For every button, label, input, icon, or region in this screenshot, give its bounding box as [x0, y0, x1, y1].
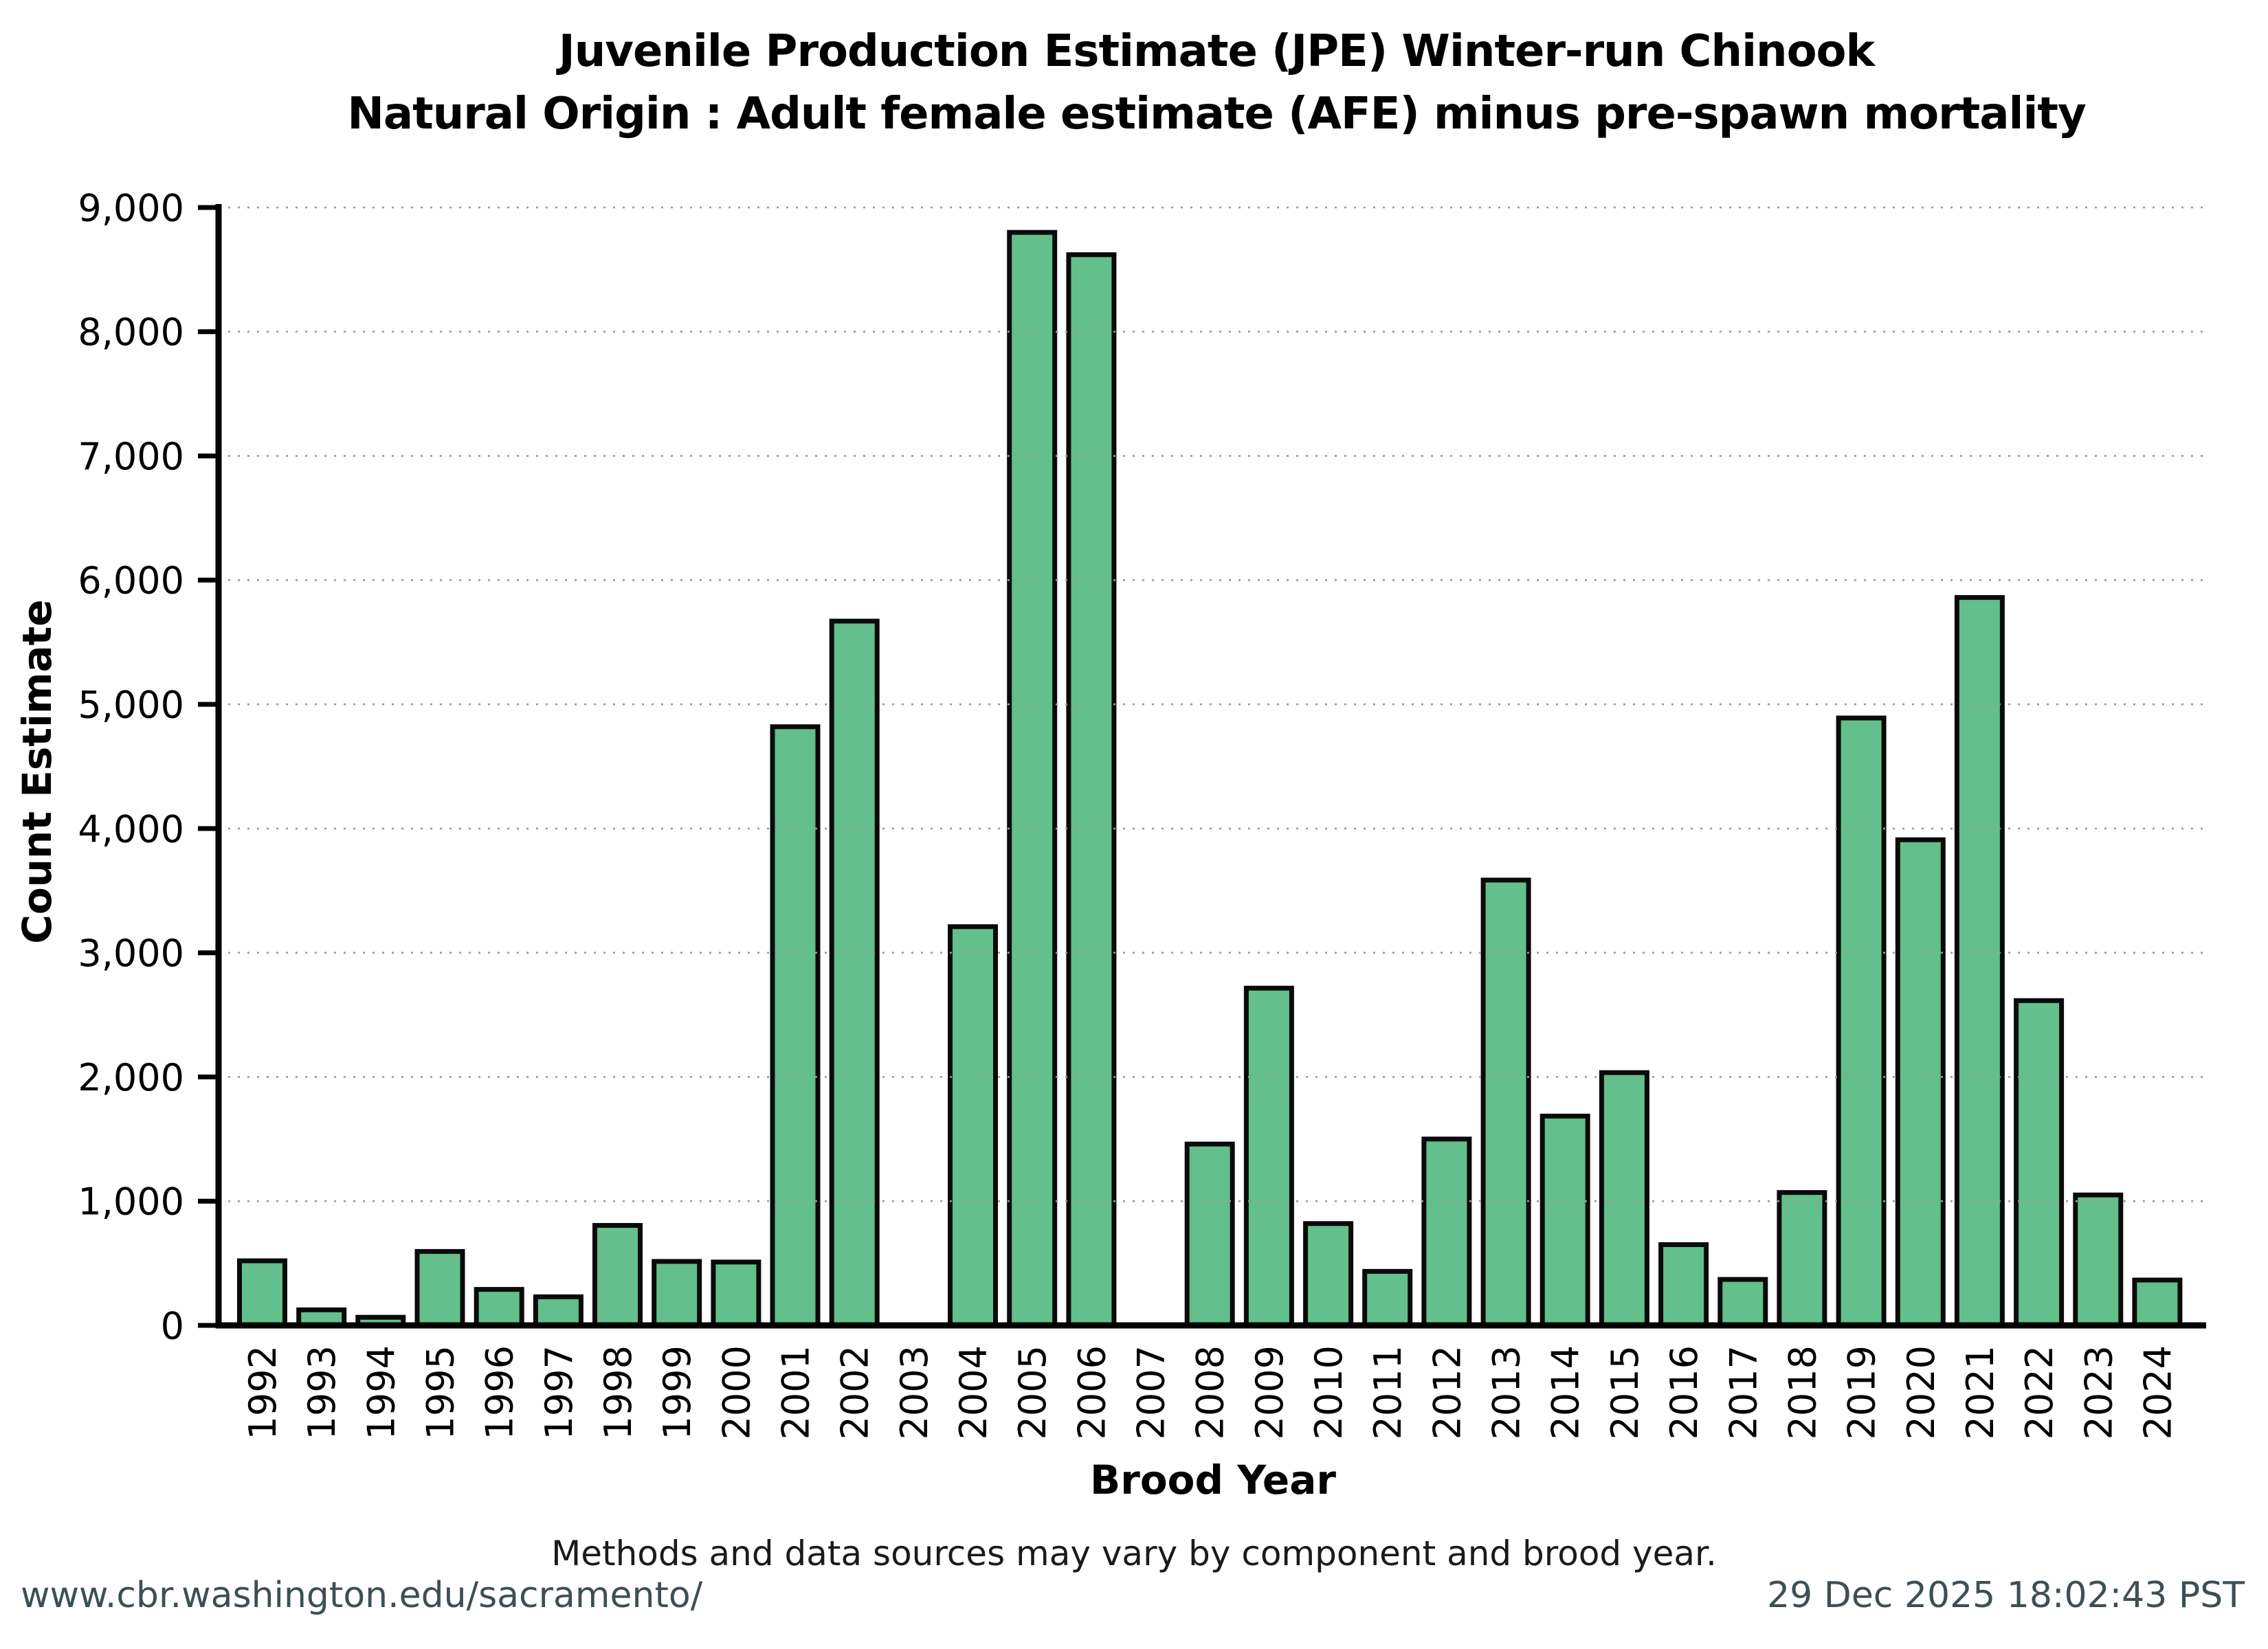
x-tick-label-1999: 1999: [656, 1345, 699, 1439]
bar-2018: [1777, 1190, 1827, 1328]
x-tick-label-2007: 2007: [1129, 1345, 1172, 1439]
x-tick-label-2019: 2019: [1841, 1345, 1884, 1439]
generated-timestamp: 29 Dec 2025 18:02:43 PST: [1767, 1575, 2245, 1616]
bar-2022: [2014, 998, 2065, 1328]
bar-2000: [711, 1259, 761, 1328]
y-tick-label-2000: 2,000: [78, 1056, 184, 1099]
x-tick-label-2013: 2013: [1485, 1345, 1528, 1439]
bar-2023: [2073, 1192, 2124, 1328]
bar-2011: [1362, 1268, 1413, 1328]
source-url: www.cbr.washington.edu/sacramento/: [21, 1575, 703, 1616]
bar-1998: [592, 1223, 643, 1328]
x-tick-label-2012: 2012: [1425, 1345, 1469, 1439]
chart-title-line1: Juvenile Production Estimate (JPE) Winte…: [558, 26, 1875, 77]
x-tick-label-2003: 2003: [893, 1345, 936, 1439]
bar-1999: [652, 1259, 702, 1328]
bar-2017: [1717, 1277, 1768, 1328]
bar-2019: [1836, 715, 1887, 1328]
x-tick-label-2018: 2018: [1781, 1345, 1824, 1439]
x-tick-label-1995: 1995: [419, 1345, 462, 1439]
x-tick-label-2008: 2008: [1189, 1345, 1232, 1439]
bar-1992: [237, 1258, 287, 1328]
bar-2014: [1539, 1113, 1590, 1328]
x-tick-label-1994: 1994: [359, 1345, 403, 1439]
chart-title-line2: Natural Origin : Adult female estimate (…: [347, 88, 2086, 139]
x-tick-label-2011: 2011: [1366, 1345, 1410, 1439]
x-tick-label-2017: 2017: [1722, 1345, 1765, 1439]
x-tick-label-2016: 2016: [1663, 1345, 1706, 1439]
bar-2013: [1480, 877, 1531, 1328]
y-tick-label-8000: 8,000: [78, 311, 184, 354]
bar-2004: [948, 924, 998, 1328]
y-tick-label-9000: 9,000: [78, 186, 184, 229]
y-tick-label-5000: 5,000: [78, 684, 184, 727]
bar-2016: [1658, 1242, 1709, 1328]
x-tick-label-2010: 2010: [1307, 1345, 1350, 1439]
x-tick-label-2022: 2022: [2018, 1345, 2061, 1439]
y-tick-label-0: 0: [161, 1304, 184, 1347]
x-tick-label-2004: 2004: [952, 1345, 995, 1439]
x-tick-label-1993: 1993: [300, 1345, 344, 1439]
y-tick-label-1000: 1,000: [78, 1180, 184, 1224]
bar-2001: [770, 724, 821, 1328]
bar-2002: [829, 618, 880, 1328]
x-tick-label-1997: 1997: [537, 1345, 581, 1439]
y-tick-label-4000: 4,000: [78, 807, 184, 851]
x-tick-label-2021: 2021: [1959, 1345, 2002, 1439]
x-tick-label-2020: 2020: [1900, 1345, 1943, 1439]
bar-1997: [533, 1294, 583, 1328]
y-tick-label-6000: 6,000: [78, 559, 184, 603]
x-tick-label-2006: 2006: [1070, 1345, 1113, 1439]
x-tick-label-2005: 2005: [1011, 1345, 1054, 1439]
x-tick-label-1998: 1998: [597, 1345, 640, 1439]
chart-title-block: Juvenile Production Estimate (JPE) Winte…: [220, 21, 2213, 146]
x-tick-label-2024: 2024: [2136, 1345, 2179, 1439]
bar-2015: [1599, 1070, 1649, 1328]
x-tick-label-2000: 2000: [715, 1345, 758, 1439]
bar-2008: [1184, 1141, 1235, 1328]
x-tick-label-1992: 1992: [241, 1345, 285, 1439]
methods-note: Methods and data sources may vary by com…: [551, 1534, 1717, 1573]
bar-2012: [1421, 1136, 1472, 1328]
bar-1995: [414, 1248, 465, 1328]
y-tick-label-7000: 7,000: [78, 435, 184, 478]
bar-2006: [1066, 252, 1117, 1328]
bar-1996: [474, 1287, 524, 1328]
y-tick-label-3000: 3,000: [78, 932, 184, 975]
x-tick-label-1996: 1996: [478, 1345, 522, 1439]
bar-2010: [1303, 1221, 1354, 1328]
bar-2024: [2132, 1277, 2183, 1328]
bar-2009: [1243, 985, 1294, 1328]
x-tick-label-2023: 2023: [2077, 1345, 2120, 1439]
bar-2005: [1007, 229, 1058, 1328]
x-tick-label-2015: 2015: [1603, 1345, 1647, 1439]
x-axis-title: Brood Year: [1090, 1457, 1336, 1503]
x-tick-label-2014: 2014: [1544, 1345, 1588, 1439]
x-tick-label-2009: 2009: [1248, 1345, 1291, 1439]
bar-2021: [1954, 595, 2005, 1328]
x-tick-label-2002: 2002: [834, 1345, 877, 1439]
x-tick-label-2001: 2001: [774, 1345, 817, 1439]
bar-2020: [1895, 837, 1946, 1328]
